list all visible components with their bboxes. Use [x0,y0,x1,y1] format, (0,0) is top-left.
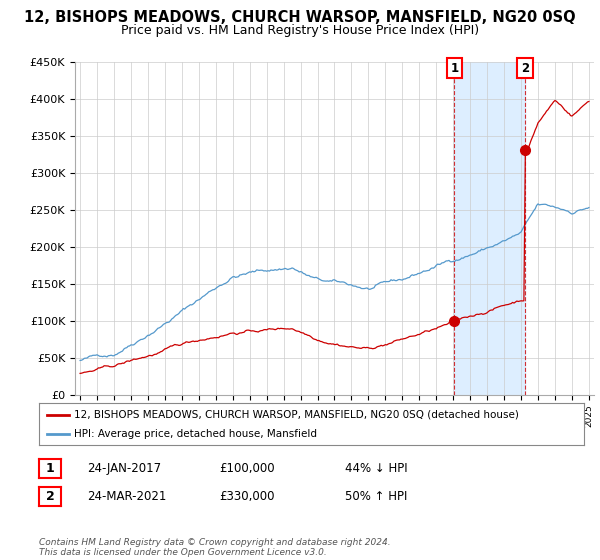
Text: 12, BISHOPS MEADOWS, CHURCH WARSOP, MANSFIELD, NG20 0SQ: 12, BISHOPS MEADOWS, CHURCH WARSOP, MANS… [24,10,576,25]
Text: HPI: Average price, detached house, Mansfield: HPI: Average price, detached house, Mans… [74,429,317,439]
Text: 24-MAR-2021: 24-MAR-2021 [87,490,166,503]
Text: 12, BISHOPS MEADOWS, CHURCH WARSOP, MANSFIELD, NG20 0SQ (detached house): 12, BISHOPS MEADOWS, CHURCH WARSOP, MANS… [74,409,519,419]
Text: £100,000: £100,000 [219,462,275,475]
Text: 1: 1 [46,462,55,475]
Text: Price paid vs. HM Land Registry's House Price Index (HPI): Price paid vs. HM Land Registry's House … [121,24,479,36]
Text: £330,000: £330,000 [219,490,275,503]
Text: 2: 2 [46,490,55,503]
Text: Contains HM Land Registry data © Crown copyright and database right 2024.
This d: Contains HM Land Registry data © Crown c… [39,538,391,557]
Text: 44% ↓ HPI: 44% ↓ HPI [345,462,407,475]
Text: 50% ↑ HPI: 50% ↑ HPI [345,490,407,503]
Text: 2: 2 [521,62,529,74]
Text: 1: 1 [451,62,458,74]
Bar [454,62,525,395]
Text: 24-JAN-2017: 24-JAN-2017 [87,462,161,475]
